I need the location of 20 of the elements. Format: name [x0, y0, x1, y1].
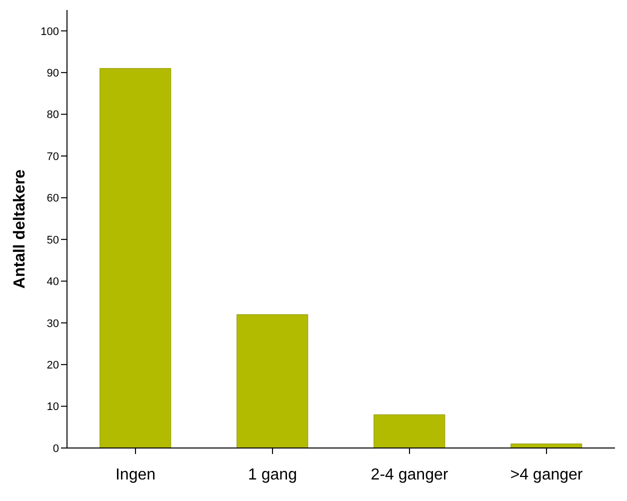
y-tick-label: 90	[46, 67, 59, 80]
bar	[374, 414, 446, 448]
bar	[236, 314, 308, 448]
x-tick-label: 2-4 ganger	[370, 466, 449, 484]
y-tick-label: 50	[46, 234, 59, 246]
x-tick-label: >4 ganger	[510, 466, 584, 484]
y-tick-label: 80	[46, 109, 59, 122]
y-tick-label: 30	[46, 318, 59, 330]
y-tick-label: 100	[40, 26, 59, 38]
x-tick-label: Ingen	[115, 466, 156, 484]
y-tick-label: 10	[46, 401, 59, 414]
y-tick-label: 0	[52, 442, 59, 455]
y-axis-title: Antall deltakere	[12, 169, 29, 289]
bar	[100, 68, 172, 448]
y-tick-label: 70	[46, 150, 59, 163]
y-tick-label: 20	[46, 359, 59, 372]
y-tick-label: 60	[46, 192, 59, 205]
x-tick-label: 1 gang	[248, 466, 297, 484]
y-tick-label: 40	[46, 276, 59, 288]
bar	[510, 444, 582, 448]
